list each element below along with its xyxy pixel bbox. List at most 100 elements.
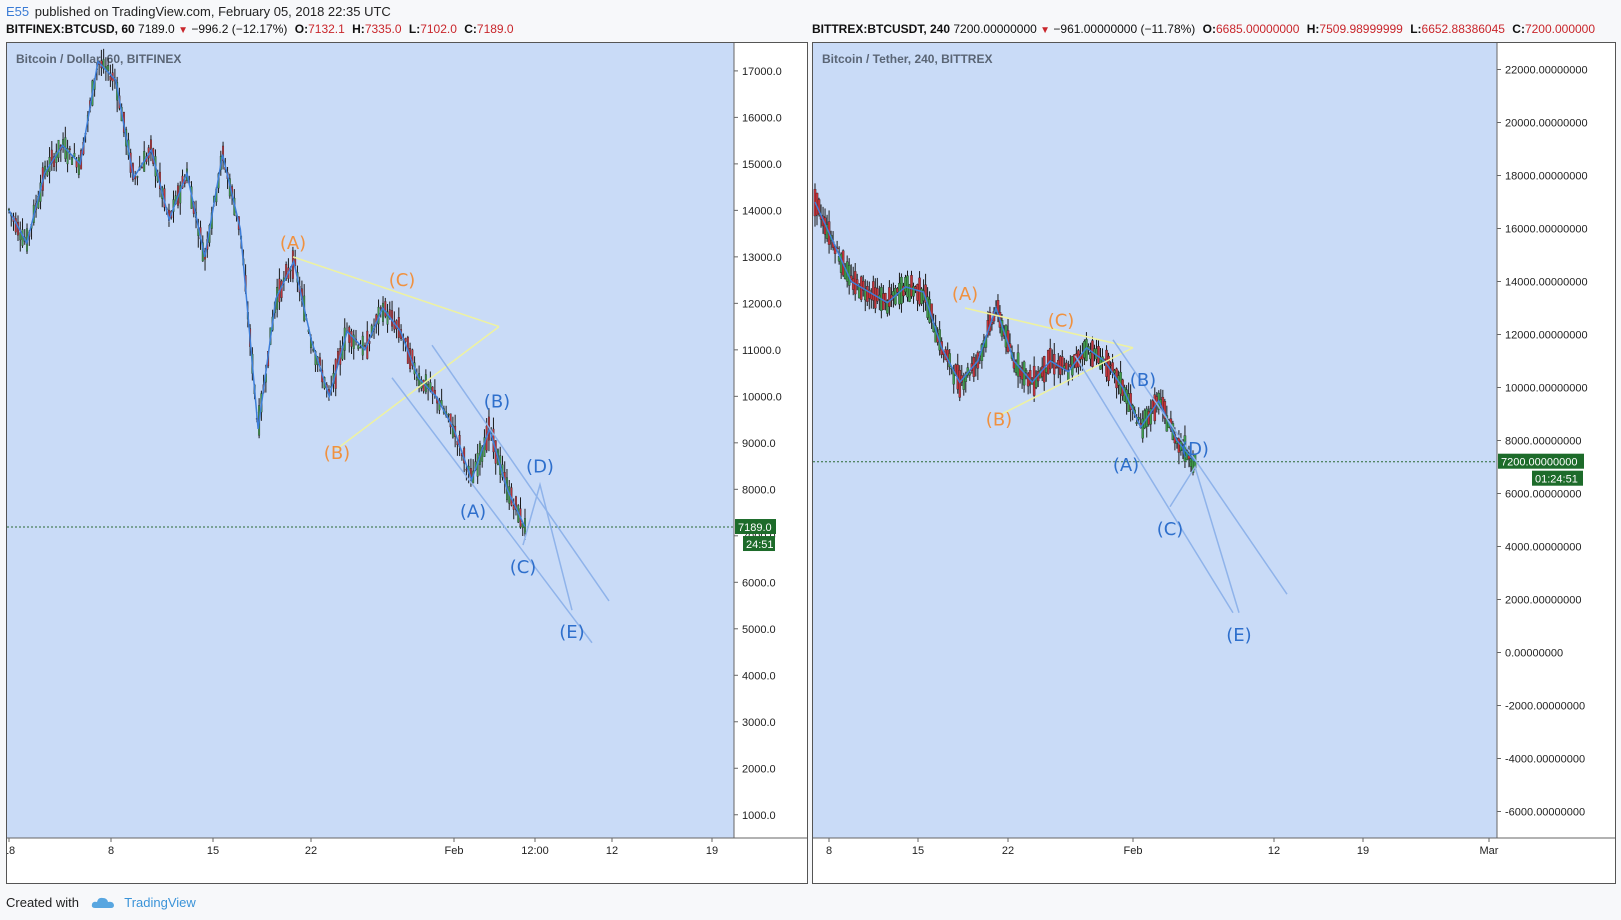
- y-tick-label: 8000.00000000: [1505, 436, 1581, 448]
- down-arrow-icon: ▼: [1040, 25, 1051, 36]
- candle-body: [1137, 416, 1140, 420]
- channel-lower-line: [1074, 355, 1234, 614]
- candle-body: [1135, 422, 1138, 424]
- candle-body: [424, 374, 427, 393]
- y-tick-label: 12000.00000000: [1505, 330, 1588, 342]
- left-high: 7335.0: [364, 22, 402, 36]
- x-tick-label: 22: [1002, 845, 1014, 857]
- candle-body: [379, 307, 382, 309]
- candle-body: [1185, 450, 1189, 460]
- left-chart-panel[interactable]: Bitcoin / Dollar, 60, BITFINEX 17000.0 160…: [6, 42, 808, 884]
- y-tick-label: 17000.0: [742, 66, 782, 78]
- y-tick-label: 5000.0: [742, 624, 776, 636]
- wave-label-blue: (A): [1113, 455, 1139, 476]
- y-tick-label: 13000.0: [742, 252, 782, 264]
- candle-body: [382, 302, 384, 322]
- candle-body: [1085, 339, 1088, 361]
- candle-body: [1187, 455, 1191, 460]
- right-change: −961.00000000 (−11.78%): [1053, 22, 1196, 36]
- right-symbol[interactable]: BITTREX:BTCUSDT, 240: [812, 22, 951, 36]
- candle-body: [66, 148, 69, 165]
- timer-tag-bg: [743, 536, 775, 552]
- x-tick-label: Mar: [1480, 845, 1499, 857]
- y-tick-label: 2000.0: [742, 763, 776, 775]
- tradingview-link[interactable]: TradingView: [124, 895, 196, 910]
- y-tick-label: 6000.0: [742, 577, 776, 589]
- price-tag-bg: [1498, 453, 1584, 469]
- x-tick-label: 15: [912, 845, 924, 857]
- right-high: 7509.98999999: [1319, 22, 1403, 36]
- candle-body: [102, 59, 105, 69]
- projection-path: [522, 481, 573, 611]
- down-arrow-icon: ▼: [178, 25, 188, 36]
- timer-tag-bg: [1532, 470, 1583, 486]
- x-tick-label: 19: [706, 845, 718, 857]
- candle-body: [19, 232, 22, 241]
- candle-body: [1028, 370, 1032, 385]
- right-chart-panel[interactable]: Bitcoin / Tether, 240, BITTREX 22000.0000…: [812, 42, 1616, 884]
- left-ohlc-line: BITFINEX:BTCUSD, 60 7189.0 ▼ −996.2 (−12…: [6, 22, 514, 36]
- y-tick-label: 16000.00000000: [1505, 224, 1588, 236]
- candle-body: [1141, 418, 1144, 439]
- left-open: 7132.1: [308, 22, 345, 36]
- candle-body: [515, 496, 517, 511]
- y-tick-label: 9000.0: [742, 438, 776, 450]
- candle-body: [968, 372, 972, 376]
- created-with-text: Created with: [6, 895, 79, 910]
- candle-body: [136, 176, 139, 178]
- left-close: 7189.0: [476, 22, 514, 36]
- timer-tag-text: 01:24:51: [1535, 474, 1578, 486]
- candle-body: [361, 335, 364, 356]
- candle-body: [1048, 348, 1052, 370]
- candle-body: [855, 279, 859, 285]
- left-change: −996.2 (−12.17%): [191, 22, 288, 36]
- y-tick-label: -6000.00000000: [1505, 807, 1585, 819]
- y-tick-label: 4000.00000000: [1505, 542, 1581, 554]
- candle-body: [77, 157, 80, 175]
- wave-label-blue: (A): [460, 501, 486, 522]
- candle-body: [50, 149, 53, 164]
- y-tick-label: 22000.00000000: [1505, 65, 1588, 77]
- wave-label-blue: (B): [484, 392, 510, 413]
- candle-body: [62, 139, 65, 148]
- price-tag-text: 7189.0: [738, 522, 772, 534]
- candle-body: [1149, 408, 1153, 425]
- wave-label-orange: (C): [389, 270, 416, 291]
- projection-path: [1169, 465, 1240, 613]
- candle-body: [386, 311, 389, 325]
- x-tick-label: Feb: [445, 845, 464, 857]
- candle-body: [1061, 356, 1064, 370]
- candle-body: [71, 157, 74, 165]
- left-symbol[interactable]: BITFINEX:BTCUSD, 60: [6, 22, 135, 36]
- right-chart-svg[interactable]: Bitcoin / Tether, 240, BITTREX 22000.0000…: [813, 43, 1615, 883]
- y-tick-label: 6000.00000000: [1505, 489, 1581, 501]
- candle-body: [481, 446, 484, 462]
- wave-label-blue: (B): [1130, 370, 1156, 391]
- footer: Created with TradingView: [6, 895, 196, 910]
- y-tick-label: 16000.0: [742, 112, 782, 124]
- y-tick-label: 10000.0: [742, 391, 782, 403]
- candle-body: [1024, 370, 1028, 373]
- candle-body: [364, 344, 366, 347]
- y-tick-label: -4000.00000000: [1505, 754, 1585, 766]
- candle-body: [109, 76, 112, 81]
- wave-label-blue: (E): [1226, 625, 1251, 646]
- y-tick-label: 15000.0: [742, 159, 782, 171]
- candle-body: [465, 469, 468, 471]
- right-low: 6652.88386045: [1421, 22, 1505, 36]
- y-tick-label: 11000.0: [742, 345, 781, 357]
- x-tick-label: 15: [207, 845, 219, 857]
- candle-body: [222, 145, 225, 161]
- channel-upper-line: [1112, 339, 1288, 595]
- left-chart-svg[interactable]: Bitcoin / Dollar, 60, BITFINEX 17000.0 160…: [7, 43, 807, 883]
- channel-lower-line: [391, 377, 593, 644]
- wave-label-blue: (E): [559, 622, 584, 643]
- y-tick-label: 14000.00000000: [1505, 277, 1588, 289]
- candle-body: [350, 331, 353, 347]
- right-ohlc-line: BITTREX:BTCUSDT, 240 7200.00000000 ▼ −96…: [812, 22, 1596, 36]
- author-name[interactable]: E55: [6, 4, 30, 19]
- y-tick-label: -2000.00000000: [1505, 701, 1585, 713]
- y-tick-label: 8000.0: [742, 484, 776, 496]
- x-tick-label: Feb: [1124, 845, 1143, 857]
- candle-body: [1097, 346, 1100, 364]
